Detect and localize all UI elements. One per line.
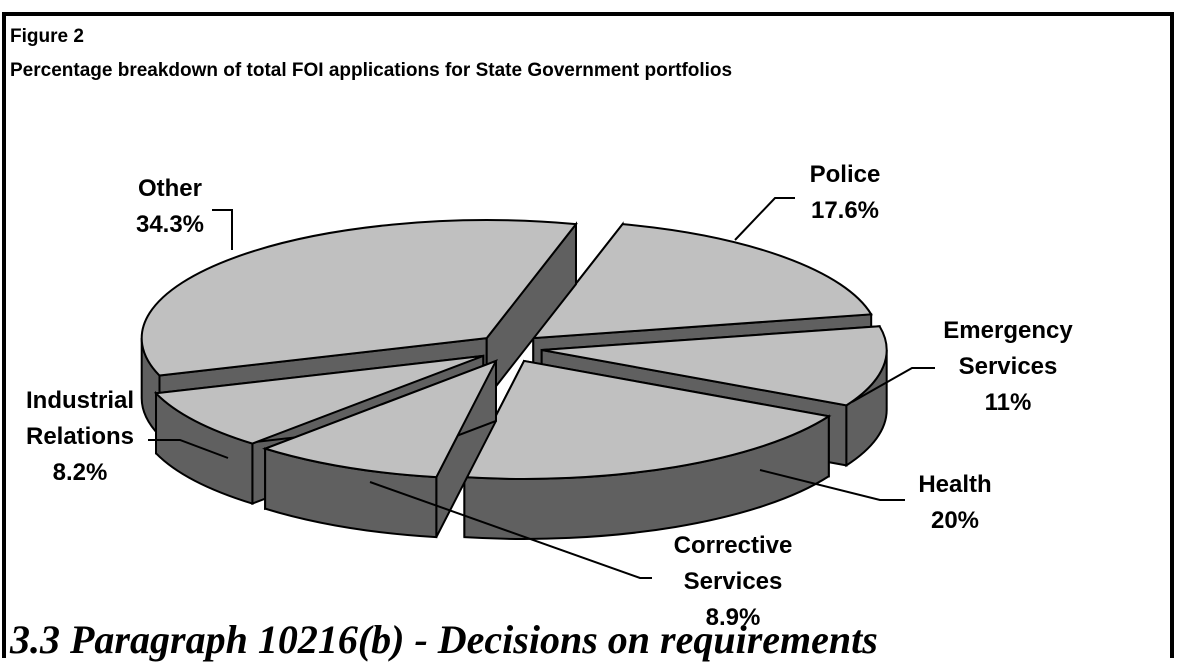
background-heading: 3.3 Paragraph 10216(b) - Decisions on re… [10,617,878,662]
slice-label-line: Emergency [943,317,1073,344]
figure-frame [2,12,1174,658]
slice-label-line: 17.6% [811,197,879,224]
slice-top-other [140,219,578,377]
slice-label-health: Health 20% [918,471,991,534]
slice-label-line: Police [810,161,881,188]
pie-side-walls [140,219,888,540]
figure-label: Figure 2 [10,26,84,47]
slice-top-industrial-relations [153,354,484,445]
slice-health [462,359,832,540]
slice-label-industrial-relations: Industrial Relations 8.2% [26,387,134,486]
slice-top-health [462,359,832,480]
slice-label-line: 8.9% [706,604,761,631]
slice-label-line: Services [684,568,783,595]
slice-label-line: Relations [26,423,134,450]
slice-top-corrective-services [262,359,499,479]
leader-line-health [759,469,905,501]
slice-label-police: Police 17.6% [810,161,881,224]
slice-label-emergency-services: Emergency Services 11% [943,317,1073,416]
slice-label-line: 11% [985,389,1032,416]
figure-title: Percentage breakdown of total FOI applic… [10,60,733,81]
slice-label-line: Other [138,175,202,202]
leader-line-corrective-services [369,481,652,579]
pie-chart: Police 17.6% Emergency Services 11% Health 20%… [26,161,1073,631]
leader-line-police [734,197,795,241]
slice-label-line: 8.2% [53,459,108,486]
leader-line-industrial-relations [148,439,229,459]
leader-line-emergency-services [851,367,935,403]
slice-label-corrective-services: Corrective Services 8.9% [674,532,793,631]
slice-label-line: 34.3% [136,211,204,238]
slice-label-line: Health [918,471,991,498]
leader-line-other [212,209,233,250]
slice-label-line: Corrective [674,532,793,559]
slice-label-other: Other 34.3% [136,175,204,238]
slice-corrective-services [262,359,499,539]
label-leader-lines [148,197,935,579]
slice-labels: Police 17.6% Emergency Services 11% Health 20%… [26,161,1073,631]
slice-label-line: 20% [931,507,979,534]
slice-label-line: Industrial [26,387,134,414]
slice-top-police [531,223,873,340]
slice-label-line: Services [959,353,1058,380]
